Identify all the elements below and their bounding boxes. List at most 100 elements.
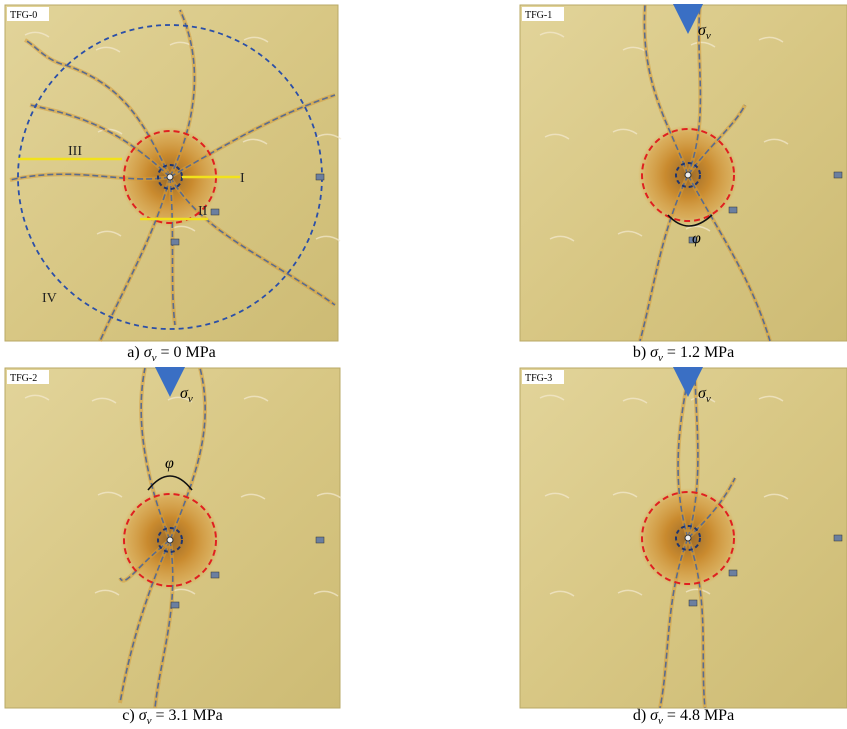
scratch [612,491,638,498]
borehole-zone [675,525,701,551]
caption: a) σv = 0 MPa [127,344,215,364]
crack-trace [140,367,171,541]
scratch [243,36,269,43]
crack-trace [639,174,689,342]
photo-panel: TFG-2 σv φ [4,367,342,709]
scratch [544,133,570,140]
crack-trace [643,4,689,176]
caption-symbol: σ [144,344,153,361]
scratch [316,492,342,499]
scratch [243,395,269,402]
stress-symbol: σv [698,22,711,42]
crack-trace [687,367,699,539]
zone-label: IV [42,291,57,306]
symbol: σ [698,22,707,39]
crack-trace [29,104,171,178]
sensor [688,599,698,607]
crack-trace [154,539,174,709]
caption-subscript: v [658,715,663,727]
scratch [96,230,122,237]
sensor [688,236,698,244]
caption-value: = 3.1 MPa [155,707,222,724]
panel-tag: TFG-2 [10,373,37,384]
scratch [316,133,342,140]
crack-trace [9,173,171,181]
photo-panel: TFG-1 σv φ [519,3,847,342]
scratch [313,590,339,597]
sensor [210,571,220,579]
scratch [685,225,711,232]
scratch [549,235,575,242]
scratch [617,589,643,596]
scratch [242,138,268,145]
caption-symbol: σ [650,344,659,361]
panel-tag: TFG-3 [525,373,552,384]
tag-box [7,370,49,384]
caption-subscript: v [147,715,152,727]
scratch [97,128,123,135]
crack-trace [99,176,171,342]
borehole-zone [675,162,701,188]
crack-trace [169,176,176,326]
scratch [617,230,643,237]
scratch [95,46,121,53]
caption-label: a) [127,344,139,361]
subscript: v [706,30,711,42]
crack-trace [687,104,746,176]
scratch [24,31,50,38]
sensor [210,208,220,216]
borehole [166,536,174,544]
caption: c) σv = 3.1 MPa [122,707,222,727]
crack-trace [169,367,206,541]
angle-label: φ [165,455,174,472]
crack-trace [169,94,336,178]
caption-label: b) [633,344,646,361]
caption: d) σv = 4.8 MPa [633,707,734,727]
subscript: v [706,393,711,405]
caption-subscript: v [152,352,157,364]
crack-trace [687,174,771,342]
scratch [167,396,193,403]
sensor [833,534,843,542]
tag-box [7,7,49,21]
caption-symbol: σ [650,707,659,724]
angle-arc [147,475,193,491]
scratch [91,397,117,404]
scratch [763,493,789,500]
angle-arc [667,214,713,227]
damage-zone [641,491,735,585]
scratch [544,492,570,499]
subscript: v [188,393,193,405]
crack-trace [687,537,706,709]
caption-label: d) [633,707,646,724]
angle-label: φ [692,230,701,247]
scratch [685,588,711,595]
scratch [622,397,648,404]
scratch [612,128,638,135]
caption-value: = 0 MPa [160,344,215,361]
scratch [549,590,575,597]
scratch [758,395,784,402]
sensor [170,601,180,609]
borehole [684,534,692,542]
stress-symbol: σv [698,385,711,405]
borehole [684,171,692,179]
scratch [690,41,716,48]
stress-symbol: σv [180,385,193,405]
scratch [690,396,716,403]
sensor [728,206,738,214]
zone-label: II [198,204,208,219]
zone-label: III [68,144,82,159]
sensor [833,171,843,179]
photo-panel: TFG-3 σv [519,367,847,709]
scratch [315,235,341,242]
sensor [170,238,180,246]
panel-tag: TFG-1 [525,10,552,21]
damage-zone [641,128,735,222]
sensor [315,173,325,181]
zone-label: I [240,171,245,186]
damage-zone [123,493,217,587]
borehole-zone [157,527,183,553]
